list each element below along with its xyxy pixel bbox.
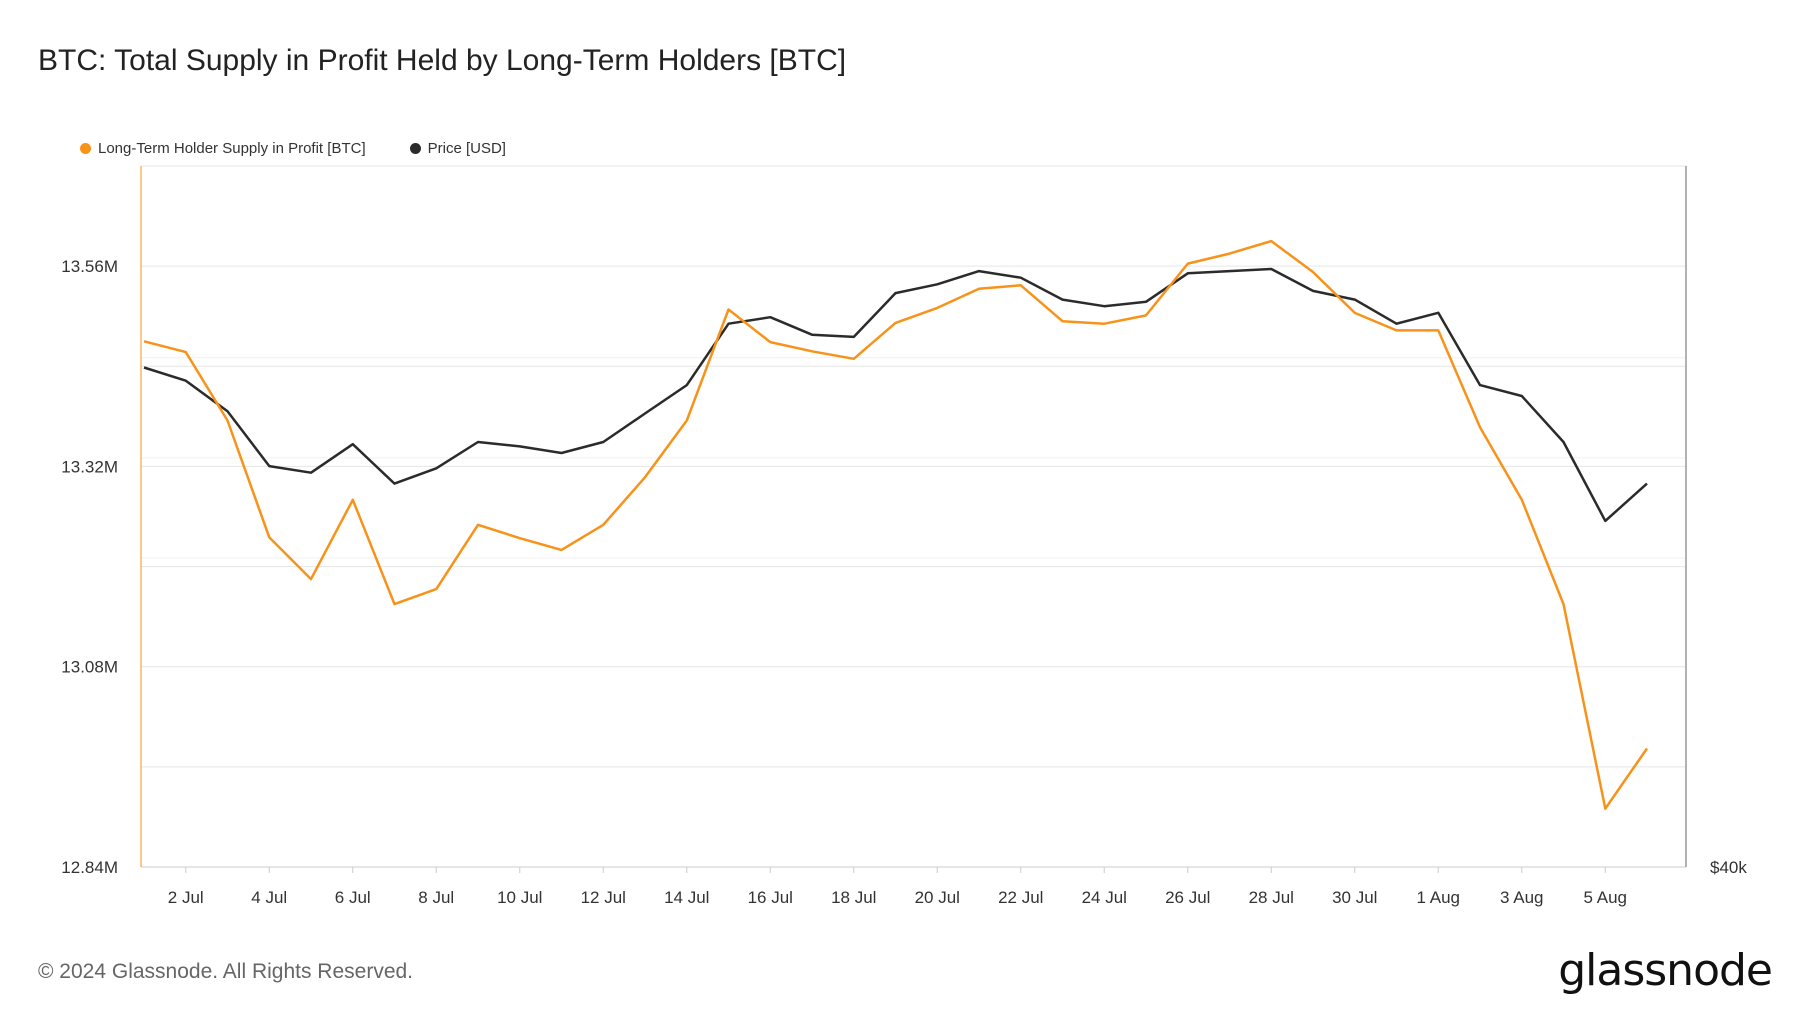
line-chart: 13.56M 13.32M 13.08M 12.84M $40k 2 Jul 4 Jul…	[61, 165, 1747, 907]
x-tick-label: 8 Jul	[418, 888, 454, 907]
y-axis-left-labels: 13.56M 13.32M 13.08M 12.84M	[61, 257, 118, 877]
chart-title: BTC: Total Supply in Profit Held by Long…	[38, 44, 847, 77]
legend-label-supply: Long-Term Holder Supply in Profit [BTC]	[98, 140, 366, 157]
chart-axes	[140, 165, 1687, 868]
x-tick-label: 10 Jul	[497, 888, 542, 907]
glassnode-logo[interactable]: glassnode	[1558, 945, 1773, 996]
x-tick-label: 22 Jul	[998, 888, 1043, 907]
legend-dot-price	[409, 143, 421, 154]
x-tick-label: 20 Jul	[915, 888, 960, 907]
y-axis-right-labels: $40k	[1710, 858, 1747, 877]
series-lines	[143, 239, 1649, 810]
series-line-supply	[143, 239, 1649, 810]
x-tick-label: 2 Jul	[168, 888, 204, 907]
x-tick-label: 4 Jul	[251, 888, 287, 907]
x-tick-label: 6 Jul	[335, 888, 371, 907]
y-right-tick-label: $40k	[1710, 858, 1747, 877]
y-tick-label: 12.84M	[61, 858, 118, 877]
grid-lines	[141, 265, 1686, 768]
legend-label-price: Price [USD]	[427, 140, 506, 157]
x-tick-label: 30 Jul	[1332, 888, 1377, 907]
x-tick-label: 12 Jul	[581, 888, 626, 907]
x-axis-labels: 2 Jul 4 Jul 6 Jul 8 Jul 10 Jul 12 Jul 14 Jul 16…	[168, 867, 1627, 907]
x-tick-label: 3 Aug	[1500, 888, 1544, 907]
x-tick-label: 18 Jul	[831, 888, 876, 907]
x-tick-label: 14 Jul	[664, 888, 709, 907]
y-tick-label: 13.32M	[61, 457, 118, 476]
y-tick-label: 13.56M	[61, 257, 118, 276]
legend: Long-Term Holder Supply in Profit [BTC] …	[80, 140, 506, 157]
x-tick-label: 5 Aug	[1584, 888, 1628, 907]
legend-dot-supply	[80, 143, 91, 154]
copyright-footer: © 2024 Glassnode. All Rights Reserved.	[38, 960, 414, 983]
legend-item-supply[interactable]: Long-Term Holder Supply in Profit [BTC]	[80, 140, 366, 157]
series-line-price	[143, 267, 1648, 523]
x-tick-label: 28 Jul	[1249, 888, 1294, 907]
x-tick-label: 16 Jul	[748, 888, 793, 907]
y-tick-label: 13.08M	[61, 658, 118, 677]
x-tick-label: 24 Jul	[1082, 888, 1127, 907]
x-tick-label: 1 Aug	[1417, 888, 1461, 907]
x-tick-label: 26 Jul	[1165, 888, 1210, 907]
legend-item-price[interactable]: Price [USD]	[409, 140, 506, 157]
